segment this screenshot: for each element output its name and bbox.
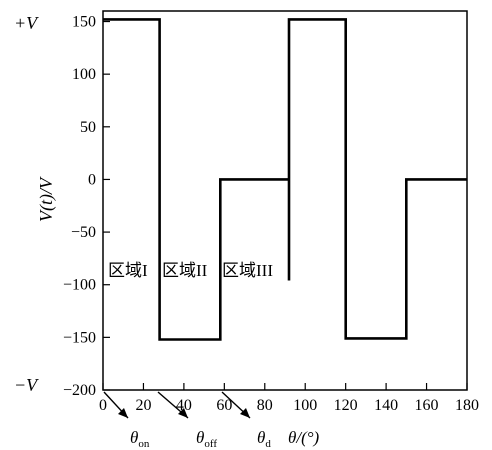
plot-frame [102, 10, 468, 391]
zone-label-1: 区域I [108, 261, 148, 280]
minus-v-label: −V [14, 375, 39, 395]
x-tick-label: 0 [99, 397, 107, 414]
x-axis-label: θ/(°) [288, 428, 320, 447]
x-axis-ticks: 0 20 40 60 80 100 120 140 160 180 [99, 383, 479, 414]
theta-arrows [103, 391, 251, 419]
arrowhead-theta-d [240, 408, 250, 418]
x-tick-label: 20 [135, 397, 151, 414]
arrowhead-theta-off [178, 408, 188, 418]
plus-v-label: +V [14, 13, 39, 33]
x-tick-label: 100 [293, 397, 317, 414]
zone-label-3: 区域III [222, 261, 273, 280]
y-tick-label: 100 [72, 66, 96, 83]
plot-border [102, 10, 468, 391]
series-line [103, 18, 467, 341]
theta-off-label: θoff [196, 428, 217, 450]
zone-label-2: 区域II [162, 261, 208, 280]
y-tick-label: 0 [88, 171, 96, 188]
y-tick-label: 150 [72, 14, 96, 31]
arrowhead-theta-on [118, 408, 128, 418]
y-axis-label: V(t)/V [36, 176, 57, 222]
y-tick-label: −200 [63, 382, 96, 399]
y-tick-label: −100 [63, 277, 96, 294]
y-tick-label: −50 [71, 224, 96, 241]
theta-on-label: θon [130, 428, 150, 450]
x-tick-label: 60 [216, 397, 232, 414]
x-tick-label: 180 [455, 397, 479, 414]
x-tick-label: 80 [257, 397, 273, 414]
x-tick-label: 160 [415, 397, 439, 414]
x-tick-label: 140 [374, 397, 398, 414]
y-axis-ticks: 150 100 50 0 −50 −100 −150 −200 [63, 14, 110, 399]
x-tick-label: 120 [334, 397, 358, 414]
y-tick-label: −150 [63, 329, 96, 346]
y-tick-label: 50 [80, 119, 96, 136]
theta-d-label: θd [257, 428, 271, 450]
x-tick-label: 40 [176, 397, 192, 414]
